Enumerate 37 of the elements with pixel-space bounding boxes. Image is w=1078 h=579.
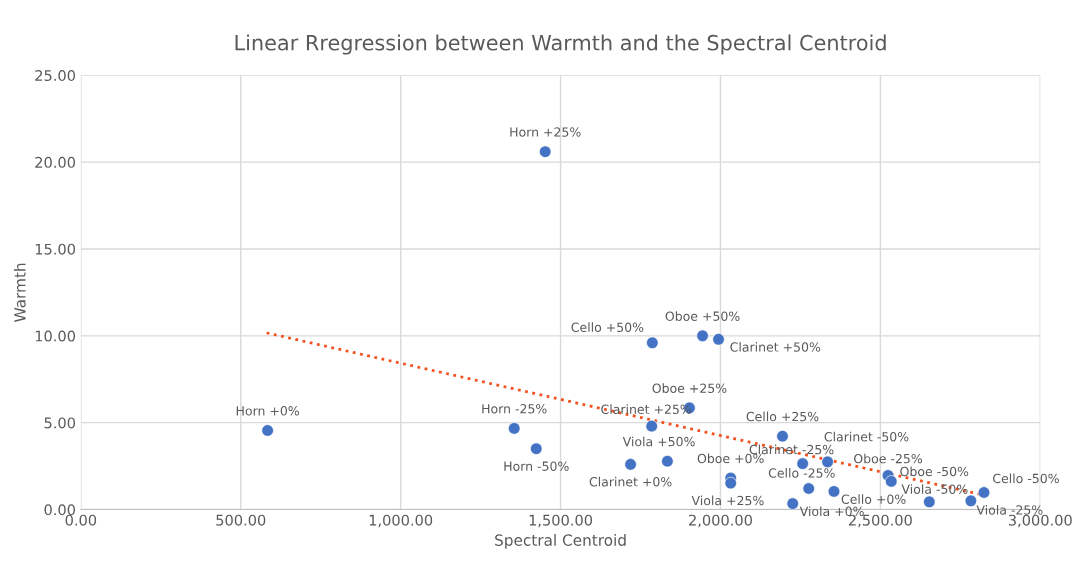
annotation: Cello -25% [768, 468, 835, 478]
annotation: Oboe -25% [854, 453, 923, 464]
x-tick-label: 2,000.00 [689, 514, 752, 528]
annotation: Viola -25% [976, 505, 1043, 515]
annotation: Clarinet +0% [589, 476, 672, 487]
y-tick-label: 20.00 [35, 156, 76, 168]
annotation: Viola +50% [622, 436, 695, 447]
annotation: Oboe +50% [665, 311, 740, 321]
annotation: Clarinet +50% [730, 342, 821, 352]
x-tick-label: 0.00 [65, 514, 97, 526]
y-axis-title: Warmth [13, 263, 26, 322]
annotation: Oboe +25% [652, 383, 727, 393]
annotation: Cello +50% [571, 322, 644, 333]
annotation: Oboe +0% [697, 453, 764, 464]
annotation: Horn +0% [236, 406, 300, 416]
y-tick-label: 5.00 [44, 417, 76, 429]
x-axis-title: Spectral Centroid [495, 534, 626, 549]
y-tick-label: 10.00 [35, 330, 76, 342]
x-tick-label: 1,000.00 [369, 514, 433, 528]
annotation: Cello +0% [841, 494, 906, 504]
x-tick-label: 2,500.00 [848, 514, 912, 528]
annotation: Cello -50% [993, 473, 1059, 484]
annotation: Cello +25% [746, 411, 819, 422]
annotation: Horn +25% [510, 127, 581, 137]
x-tick-label: 3,000.00 [1008, 514, 1072, 528]
chart-title: Linear Rregression between Warmth and the Spectral Centroid [235, 34, 886, 55]
annotation: Horn -25% [482, 404, 547, 414]
annotation: Viola +25% [691, 495, 764, 506]
y-tick-label: 0.00 [44, 504, 76, 516]
annotation: Horn -50% [504, 461, 569, 471]
x-tick-label: 500.00 [216, 514, 266, 526]
annotation: Viola +0% [799, 506, 864, 517]
x-tick-label: 1,500.00 [529, 514, 593, 528]
y-tick-label: 25.00 [35, 69, 76, 82]
annotation: Oboe -50% [900, 466, 969, 477]
annotation: Clarinet -50% [824, 431, 909, 442]
y-tick-label: 15.00 [35, 243, 76, 255]
